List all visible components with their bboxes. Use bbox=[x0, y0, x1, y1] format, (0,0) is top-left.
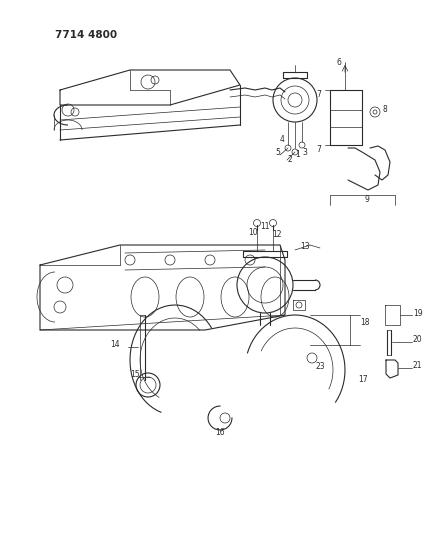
Text: 10: 10 bbox=[248, 228, 258, 237]
Text: 6: 6 bbox=[336, 58, 341, 67]
Text: 18: 18 bbox=[360, 318, 369, 327]
Text: 16: 16 bbox=[215, 428, 225, 437]
Text: 9: 9 bbox=[365, 195, 370, 204]
Text: 12: 12 bbox=[272, 230, 282, 239]
Text: 4: 4 bbox=[280, 135, 285, 144]
Text: 2: 2 bbox=[288, 155, 293, 164]
Text: 23: 23 bbox=[316, 362, 326, 371]
Text: 20: 20 bbox=[413, 335, 422, 344]
Text: 19: 19 bbox=[413, 309, 422, 318]
Text: 1: 1 bbox=[295, 150, 300, 159]
Text: 13: 13 bbox=[300, 242, 309, 251]
Text: 8: 8 bbox=[383, 106, 388, 115]
Text: 17: 17 bbox=[358, 375, 368, 384]
Text: 7: 7 bbox=[316, 145, 321, 154]
Text: 3: 3 bbox=[302, 148, 307, 157]
Text: 7714 4800: 7714 4800 bbox=[55, 30, 117, 40]
Text: 7: 7 bbox=[316, 90, 321, 99]
Text: 5: 5 bbox=[275, 148, 280, 157]
Text: 21: 21 bbox=[413, 361, 422, 370]
Text: 14: 14 bbox=[110, 340, 119, 349]
Text: 15: 15 bbox=[130, 370, 140, 379]
Text: 11: 11 bbox=[260, 222, 270, 231]
